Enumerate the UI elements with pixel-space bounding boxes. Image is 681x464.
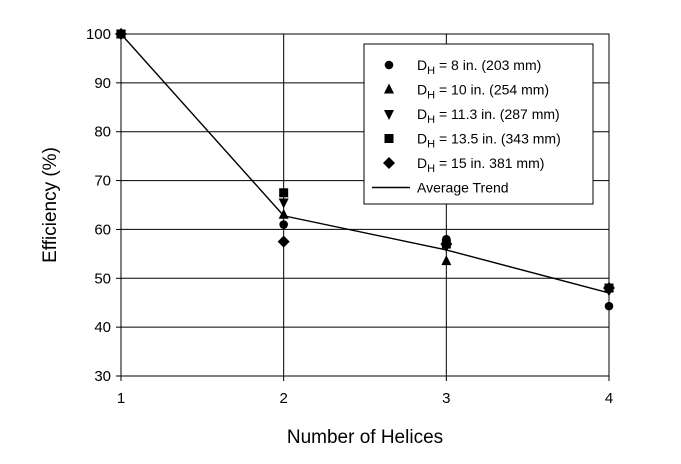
x-tick-labels: 1 2 3 4 (117, 390, 613, 407)
y-tick-label: 30 (94, 368, 111, 385)
y-axis-title: Efficiency (%) (40, 147, 61, 263)
legend-marker-square (384, 134, 394, 143)
legend-label: DH = 15 in. 381 mm) (417, 155, 544, 175)
legend-label: DH = 10 in. (254 mm) (417, 82, 549, 102)
x-tick-label: 4 (605, 390, 613, 407)
trend-line-group (120, 33, 610, 294)
average-trend-line (120, 33, 610, 294)
x-axis-title: Number of Helices (287, 427, 443, 448)
data-point-circle (279, 220, 288, 229)
data-point-diamond (277, 235, 290, 248)
data-point-diamond (440, 238, 453, 251)
data-point-triangle-up (278, 208, 289, 219)
y-tick-label: 90 (94, 75, 111, 92)
data-point-diamond (115, 28, 127, 40)
legend-marker-circle (384, 60, 394, 70)
y-tick-label: 40 (94, 319, 111, 336)
x-tick-label: 1 (117, 390, 125, 407)
y-tick-label: 70 (94, 173, 111, 190)
y-tick-label: 80 (94, 124, 111, 141)
legend-label-trend: Average Trend (417, 180, 509, 196)
data-point-square (279, 188, 289, 198)
x-tick-label: 2 (279, 390, 287, 407)
legend-marker-triangle-down (384, 110, 394, 120)
y-tick-label: 50 (94, 270, 111, 287)
y-tick-labels: 30 40 50 60 70 80 90 100 (86, 26, 111, 385)
legend-label: DH = 8 in. (203 mm) (417, 57, 541, 77)
data-point-triangle-up (441, 255, 452, 266)
y-tick-label: 100 (86, 26, 111, 43)
x-tick-label: 3 (442, 390, 450, 407)
legend-marker-triangle-up (384, 83, 394, 94)
legend-label: DH = 11.3 in. (287 mm) (417, 106, 560, 126)
legend-box (363, 43, 594, 205)
data-point-diamond (603, 282, 615, 295)
data-point-circle (604, 301, 614, 311)
data-point-triangle-down (278, 198, 289, 209)
legend-marker-diamond (383, 157, 395, 169)
legend: DH = 8 in. (203 mm) DH = 10 in. (254 mm) D… (363, 43, 594, 205)
data-points (115, 28, 615, 311)
y-tick-label: 60 (94, 221, 111, 238)
legend-label: DH = 13.5 in. (343 mm) (417, 131, 561, 151)
